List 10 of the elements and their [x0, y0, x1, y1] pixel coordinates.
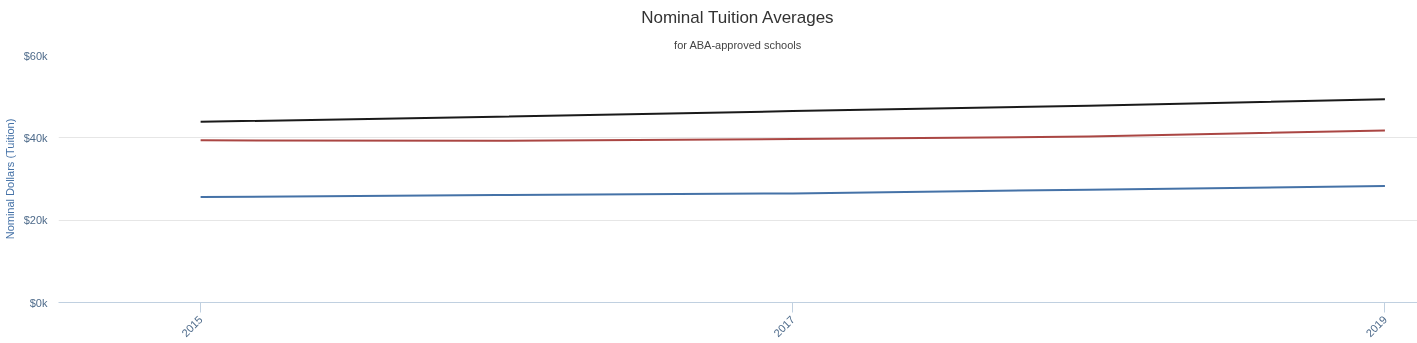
chart-subtitle: for ABA-approved schools: [674, 38, 802, 51]
y-tick-label: $40k: [23, 131, 48, 144]
line-series: [199, 129, 1386, 142]
y-tick-label: $60k: [23, 49, 48, 62]
y-tick-label: $20k: [23, 214, 48, 227]
y-tick-label: $0k: [29, 296, 48, 309]
line-series: [199, 98, 1386, 123]
chart-title: Nominal Tuition Averages: [641, 7, 834, 27]
y-axis-title: Nominal Dollars (Tuition): [3, 118, 16, 240]
line-series: [199, 185, 1386, 199]
